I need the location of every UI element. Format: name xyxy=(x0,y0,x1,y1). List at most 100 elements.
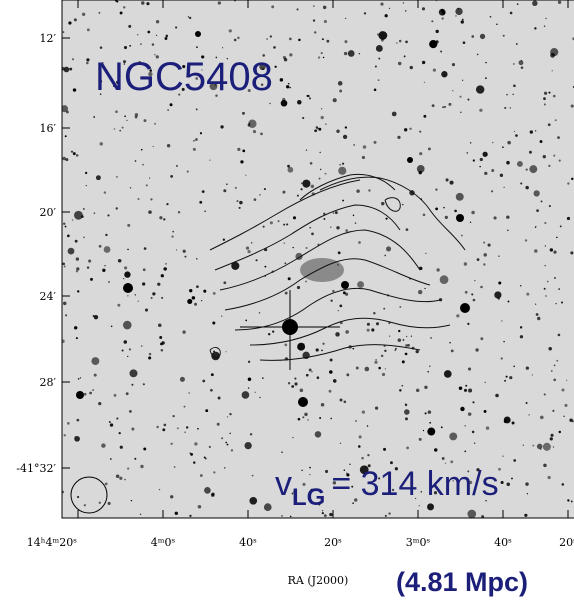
star xyxy=(511,421,515,425)
star xyxy=(556,236,558,239)
star xyxy=(98,402,102,406)
star xyxy=(399,305,402,308)
star xyxy=(358,435,362,439)
star xyxy=(467,412,472,416)
star xyxy=(199,200,203,204)
star xyxy=(341,281,349,289)
star xyxy=(124,478,126,481)
star xyxy=(258,312,261,314)
star xyxy=(65,158,69,162)
star xyxy=(472,159,475,162)
star xyxy=(452,90,454,92)
star xyxy=(504,379,507,382)
star xyxy=(305,373,309,377)
star xyxy=(467,367,472,371)
star xyxy=(201,69,203,71)
star xyxy=(117,258,122,263)
star xyxy=(62,31,65,33)
star xyxy=(513,63,515,65)
star xyxy=(229,432,231,435)
star xyxy=(237,36,240,40)
star xyxy=(349,463,351,466)
star xyxy=(438,8,446,16)
star xyxy=(142,282,146,286)
star xyxy=(474,279,476,282)
star xyxy=(409,127,412,130)
star xyxy=(143,119,147,123)
star xyxy=(157,323,162,327)
star xyxy=(537,316,541,321)
star xyxy=(352,214,355,217)
star xyxy=(160,274,164,278)
star xyxy=(113,393,117,397)
star xyxy=(151,43,155,46)
star xyxy=(129,187,132,189)
star xyxy=(203,456,206,459)
star xyxy=(297,99,302,105)
star xyxy=(557,136,560,139)
star xyxy=(502,455,504,457)
star xyxy=(238,206,241,209)
star xyxy=(221,437,224,440)
star xyxy=(228,29,232,33)
star xyxy=(472,401,475,404)
star xyxy=(344,40,348,44)
star xyxy=(330,226,332,228)
star xyxy=(182,249,186,253)
star xyxy=(427,147,431,151)
star xyxy=(462,41,466,45)
star xyxy=(76,391,84,399)
star xyxy=(491,190,494,193)
star xyxy=(391,488,395,492)
star xyxy=(427,503,435,511)
star xyxy=(554,276,556,279)
star xyxy=(421,60,426,65)
star xyxy=(532,444,535,447)
star xyxy=(137,197,140,201)
star xyxy=(299,388,304,393)
star xyxy=(292,246,294,249)
star xyxy=(194,302,198,306)
star xyxy=(456,214,464,222)
star xyxy=(233,38,237,42)
star xyxy=(445,178,449,182)
star xyxy=(64,135,67,138)
star xyxy=(71,219,74,221)
star xyxy=(359,465,369,475)
star xyxy=(148,210,152,214)
star xyxy=(75,257,80,261)
star xyxy=(424,385,428,389)
star xyxy=(75,154,79,157)
star xyxy=(95,175,101,181)
star xyxy=(321,108,323,110)
star xyxy=(323,514,327,518)
star xyxy=(67,247,75,255)
star xyxy=(343,400,347,404)
star xyxy=(496,23,498,26)
star xyxy=(205,409,209,413)
star xyxy=(274,65,277,68)
star xyxy=(170,495,174,499)
star xyxy=(455,15,457,17)
star xyxy=(127,467,130,470)
star xyxy=(343,51,348,56)
star xyxy=(442,106,444,109)
star xyxy=(403,55,406,58)
star xyxy=(516,161,523,167)
star xyxy=(323,212,326,215)
star xyxy=(191,296,196,300)
star xyxy=(429,365,431,367)
y-tick-label: 28′ xyxy=(40,376,57,389)
star xyxy=(546,280,549,283)
star xyxy=(384,368,386,370)
star xyxy=(292,490,295,493)
star xyxy=(524,513,528,517)
star xyxy=(345,229,348,232)
star xyxy=(221,315,223,317)
star xyxy=(468,388,473,393)
star xyxy=(354,498,358,502)
star xyxy=(92,389,95,391)
star xyxy=(112,85,115,87)
star xyxy=(163,423,167,427)
star xyxy=(418,170,422,175)
